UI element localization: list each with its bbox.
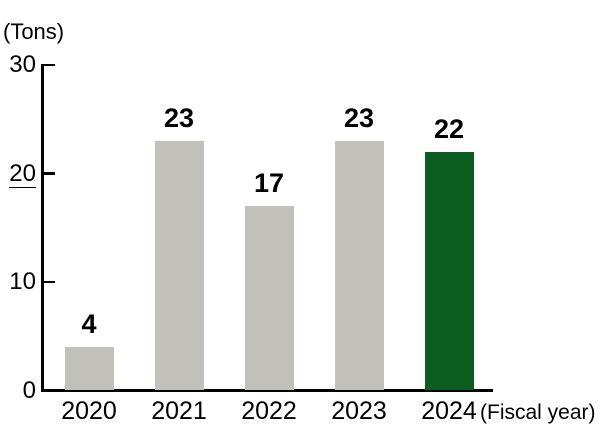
y-tick-label-text: 30: [9, 51, 36, 78]
bar-value-label: 23: [343, 102, 375, 133]
y-tick-label: 30: [0, 50, 36, 80]
x-tick-label: 2024: [421, 397, 477, 425]
bar-value-label: 23: [163, 102, 195, 133]
bar-2020: [64, 347, 114, 391]
bar-2021: [154, 140, 204, 391]
y-axis-unit-label: (Tons): [3, 19, 65, 44]
bar-value-label: 4: [81, 309, 97, 340]
x-tick-label: 2022: [241, 397, 297, 425]
x-tick-label: 2023: [331, 397, 387, 425]
bar-2023: [334, 140, 384, 391]
x-tick-label: 2021: [151, 397, 207, 425]
bar-2022: [244, 206, 294, 391]
y-tick-mark: [41, 172, 55, 175]
bar-value-label: 17: [253, 168, 285, 199]
y-tick-label-text: 10: [9, 268, 36, 295]
y-tick-label-text: 0: [22, 376, 36, 404]
bar-value-label: 22: [433, 113, 465, 144]
y-tick-label: 20: [0, 159, 36, 189]
y-tick-mark: [41, 63, 55, 67]
y-axis-line: [41, 63, 44, 392]
x-axis-unit-label: (Fiscal year): [480, 401, 596, 424]
bar-2024: [424, 151, 474, 391]
x-tick-label: 2020: [61, 397, 117, 425]
y-tick-label-text: 20: [9, 159, 36, 188]
y-tick-label: 0: [0, 376, 36, 406]
y-tick-mark: [41, 280, 55, 284]
y-tick-label: 10: [0, 267, 36, 297]
